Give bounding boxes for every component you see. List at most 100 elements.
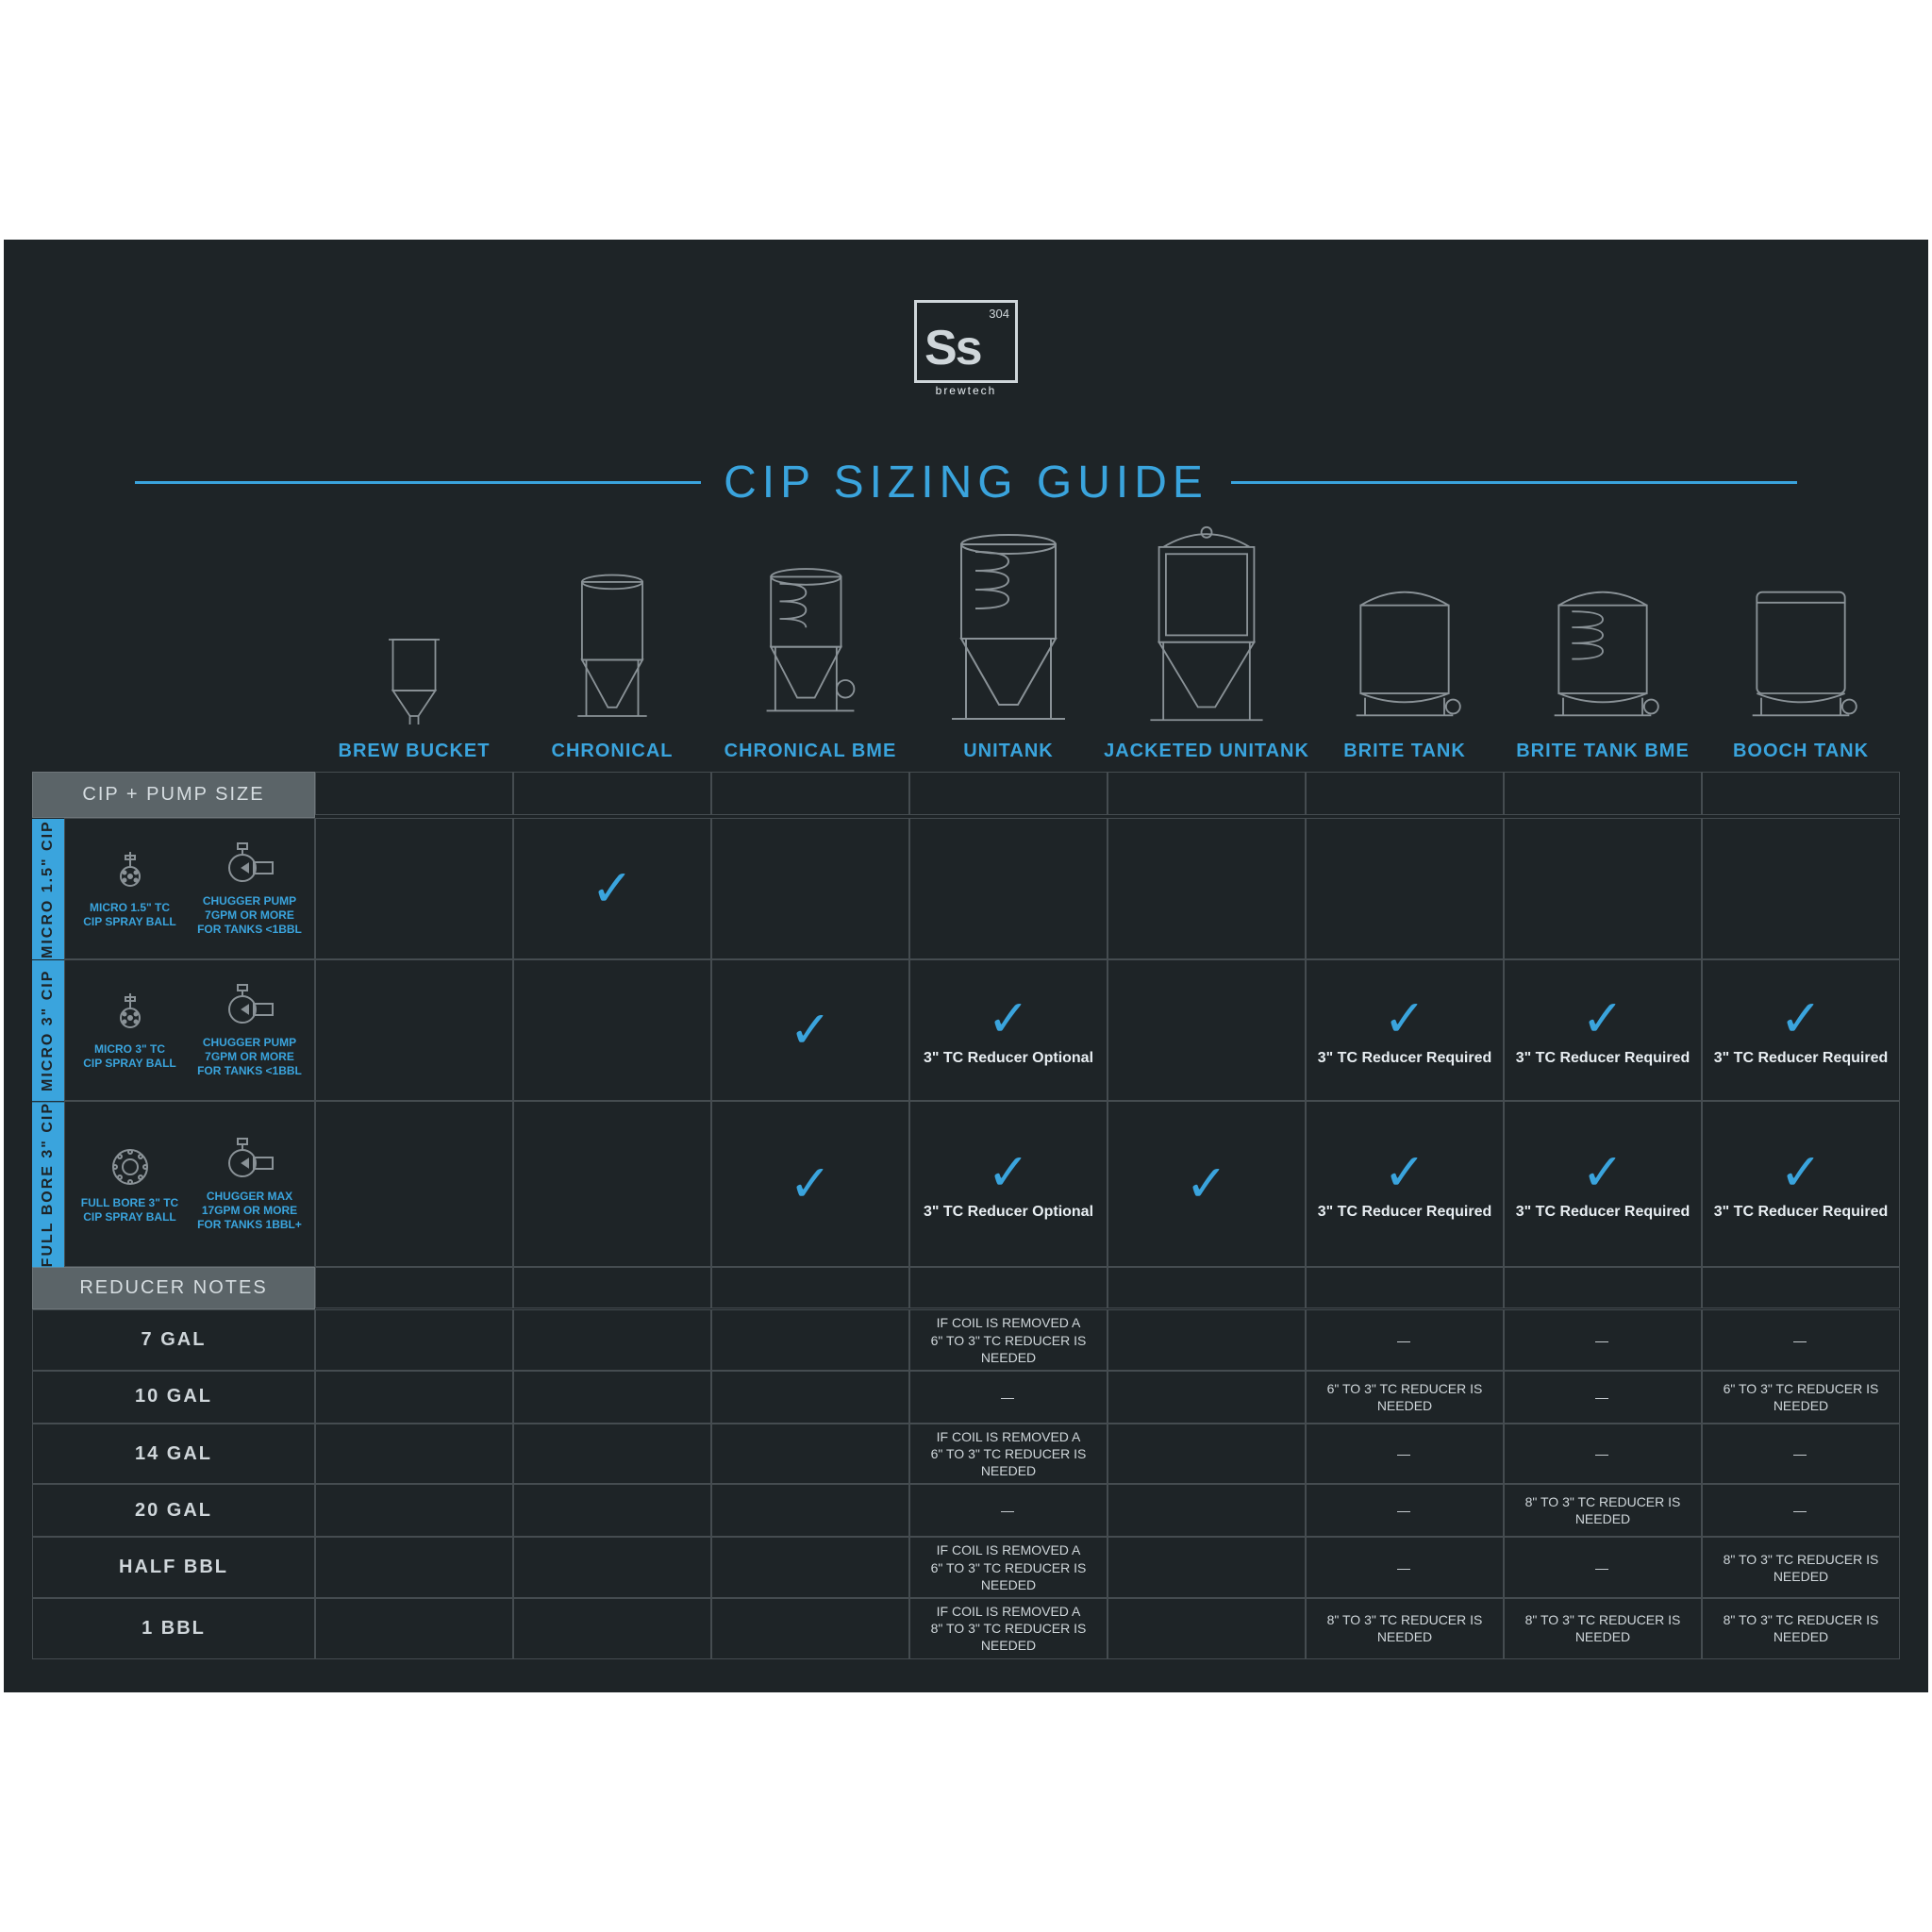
reducer-cell: 8" TO 3" TC REDUCER IS NEEDED bbox=[1504, 1598, 1702, 1659]
tank-icon bbox=[717, 525, 904, 733]
cip-row-header: MICRO 1.5" TCCIP SPRAY BALLCHUGGER PUMP7… bbox=[64, 818, 315, 959]
tank-name: JACKETED UNITANK bbox=[1104, 741, 1309, 762]
compat-cell: ✓ bbox=[1108, 1101, 1306, 1267]
check-icon: ✓ bbox=[1581, 1147, 1624, 1198]
reducer-cell: 6" TO 3" TC REDUCER IS NEEDED bbox=[1306, 1371, 1504, 1424]
cell-note: 3" TC Reducer Optional bbox=[924, 1050, 1093, 1067]
cip-row-header: MICRO 3" TCCIP SPRAY BALLCHUGGER PUMP7GP… bbox=[64, 959, 315, 1101]
compat-cell bbox=[1108, 959, 1306, 1101]
compat-cell: ✓ bbox=[711, 959, 909, 1101]
reducer-cell bbox=[711, 1371, 909, 1424]
logo-ss: Ss bbox=[924, 320, 981, 376]
tank-icon bbox=[915, 525, 1102, 733]
tank-column: BREW BUCKET bbox=[315, 525, 513, 772]
cell-note: 3" TC Reducer Required bbox=[1516, 1204, 1690, 1221]
tank-name: BRITE TANK BME bbox=[1516, 741, 1690, 762]
page-title: CIP SIZING GUIDE bbox=[724, 457, 1208, 508]
compat-cell: ✓ bbox=[711, 1101, 909, 1267]
size-label: 7 GAL bbox=[32, 1309, 315, 1371]
reducer-cell bbox=[1108, 1371, 1306, 1424]
cip-pump-header: CIP + PUMP SIZE bbox=[32, 772, 315, 818]
rule-left bbox=[135, 481, 701, 484]
reducer-cell bbox=[711, 1424, 909, 1485]
reducer-cell: — bbox=[1306, 1424, 1504, 1485]
cip-row-tab: FULL BORE 3" CIP bbox=[32, 1101, 64, 1267]
tank-name: BOOCH TANK bbox=[1733, 741, 1869, 762]
compat-cell: ✓ 3" TC Reducer Required bbox=[1306, 1101, 1504, 1267]
check-icon: ✓ bbox=[789, 1005, 831, 1056]
tank-column: UNITANK bbox=[909, 525, 1108, 772]
reducer-cell bbox=[513, 1484, 711, 1537]
tank-name: BRITE TANK bbox=[1343, 741, 1466, 762]
tank-column: CHRONICAL BME bbox=[711, 525, 909, 772]
reducer-cell: — bbox=[1306, 1484, 1504, 1537]
reducer-cell bbox=[315, 1309, 513, 1371]
reducer-cell bbox=[1108, 1598, 1306, 1659]
reducer-cell: — bbox=[1504, 1371, 1702, 1424]
cell-note: 3" TC Reducer Required bbox=[1714, 1204, 1889, 1221]
rule-right bbox=[1231, 481, 1797, 484]
size-label: 10 GAL bbox=[32, 1371, 315, 1424]
size-label: HALF BBL bbox=[32, 1537, 315, 1598]
reducer-cell bbox=[315, 1484, 513, 1537]
compat-cell bbox=[315, 818, 513, 959]
compat-cell: ✓ 3" TC Reducer Required bbox=[1306, 959, 1504, 1101]
reducer-cell bbox=[315, 1598, 513, 1659]
sizing-grid: BREW BUCKET CHRONICAL CHRONICAL BMEUNITANK… bbox=[32, 525, 1900, 1659]
check-icon: ✓ bbox=[987, 993, 1029, 1044]
reducer-cell: 6" TO 3" TC REDUCER IS NEEDED bbox=[1702, 1371, 1900, 1424]
reducer-cell bbox=[315, 1537, 513, 1598]
reducer-cell: 8" TO 3" TC REDUCER IS NEEDED bbox=[1702, 1598, 1900, 1659]
reducer-cell bbox=[1108, 1309, 1306, 1371]
reducer-cell: — bbox=[1702, 1484, 1900, 1537]
cell-note: 3" TC Reducer Required bbox=[1318, 1050, 1492, 1067]
reducer-cell: 8" TO 3" TC REDUCER IS NEEDED bbox=[1702, 1537, 1900, 1598]
compat-cell: ✓ 3" TC Reducer Optional bbox=[909, 959, 1108, 1101]
tank-icon bbox=[1707, 525, 1894, 733]
reducer-cell bbox=[711, 1537, 909, 1598]
compat-cell bbox=[711, 818, 909, 959]
check-icon: ✓ bbox=[1383, 993, 1425, 1044]
cell-note: 3" TC Reducer Required bbox=[1318, 1204, 1492, 1221]
reducer-cell: IF COIL IS REMOVED A6" TO 3" TC REDUCER … bbox=[909, 1424, 1108, 1485]
check-icon: ✓ bbox=[1185, 1158, 1227, 1209]
size-label: 14 GAL bbox=[32, 1424, 315, 1485]
cell-note: 3" TC Reducer Required bbox=[1714, 1050, 1889, 1067]
compat-cell: ✓3" TC Reducer Required bbox=[1504, 959, 1702, 1101]
reducer-cell bbox=[315, 1424, 513, 1485]
cip-row-tab: MICRO 3" CIP bbox=[32, 959, 64, 1101]
check-icon: ✓ bbox=[987, 1147, 1029, 1198]
reducer-cell bbox=[1108, 1484, 1306, 1537]
compat-cell: ✓ 3" TC Reducer Required bbox=[1504, 1101, 1702, 1267]
reducer-cell: — bbox=[1702, 1424, 1900, 1485]
compat-cell bbox=[513, 959, 711, 1101]
reducer-cell bbox=[513, 1598, 711, 1659]
compat-cell bbox=[315, 959, 513, 1101]
tank-icon bbox=[321, 525, 508, 733]
cip-row-tab: MICRO 1.5" CIP bbox=[32, 818, 64, 959]
check-icon: ✓ bbox=[1383, 1147, 1425, 1198]
tank-name: CHRONICAL bbox=[552, 741, 674, 762]
brand-logo: Ss 304 brewtech bbox=[900, 300, 1032, 432]
reducer-cell: 8" TO 3" TC REDUCER IS NEEDED bbox=[1504, 1484, 1702, 1537]
reducer-cell bbox=[711, 1309, 909, 1371]
tank-icon bbox=[519, 525, 706, 733]
logo-num: 304 bbox=[989, 307, 1009, 321]
tank-column: BRITE TANK bbox=[1306, 525, 1504, 772]
cell-note: 3" TC Reducer Required bbox=[1516, 1050, 1690, 1067]
reducer-cell: — bbox=[1504, 1424, 1702, 1485]
compat-cell bbox=[909, 818, 1108, 959]
title-row: CIP SIZING GUIDE bbox=[32, 457, 1900, 508]
reducer-cell: — bbox=[909, 1371, 1108, 1424]
cip-row-header: FULL BORE 3" TCCIP SPRAY BALLCHUGGER MAX… bbox=[64, 1101, 315, 1267]
reducer-cell: — bbox=[1306, 1537, 1504, 1598]
compat-cell bbox=[513, 1101, 711, 1267]
tank-name: BREW BUCKET bbox=[339, 741, 491, 762]
reducer-cell bbox=[711, 1484, 909, 1537]
reducer-cell: IF COIL IS REMOVED A6" TO 3" TC REDUCER … bbox=[909, 1537, 1108, 1598]
logo-word: brewtech bbox=[917, 380, 1015, 397]
compat-cell: ✓3" TC Reducer Required bbox=[1702, 1101, 1900, 1267]
check-icon: ✓ bbox=[1779, 993, 1822, 1044]
check-icon: ✓ bbox=[591, 863, 633, 914]
reducer-cell: — bbox=[909, 1484, 1108, 1537]
